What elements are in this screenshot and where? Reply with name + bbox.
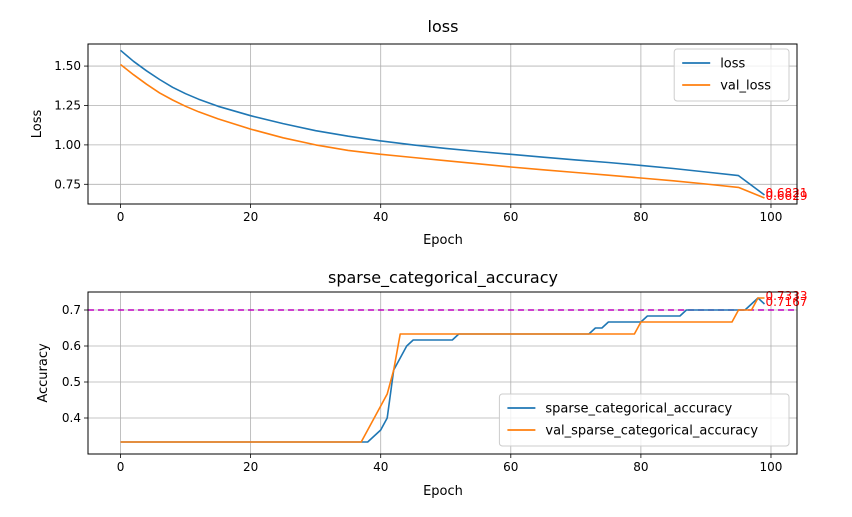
loss-legend-box [673, 48, 790, 102]
loss-x-tick-label: 60 [503, 210, 518, 224]
loss-y-tick-label: 1.25 [54, 98, 81, 112]
accuracy-legend-box [498, 393, 790, 447]
accuracy-x-axis-label: Epoch [423, 484, 463, 499]
loss-axes-frame [87, 43, 798, 205]
accuracy-legend-label: sparse_categorical_accuracy [545, 402, 732, 417]
accuracy-y-tick-label: 0.6 [62, 339, 81, 353]
loss-y-axis-label: Loss [30, 110, 45, 139]
loss-x-ticks: 0 20 40 60 80 100 [117, 204, 783, 224]
loss-y-tick-label: 1.50 [54, 59, 81, 73]
accuracy-x-tick-label: 100 [760, 460, 783, 474]
loss-y-tick-label: 0.75 [54, 177, 81, 191]
loss-chart-title: loss [428, 17, 459, 36]
accuracy-x-tick-label: 20 [243, 460, 258, 474]
loss-legend-label: loss [720, 57, 745, 72]
loss-x-tick-label: 0 [117, 210, 125, 224]
loss-y-ticks: 0.75 1.00 1.25 1.50 [54, 59, 88, 191]
loss-series-layer [119, 49, 765, 199]
loss-series-line-val-loss [120, 63, 765, 199]
accuracy-x-tick-label: 80 [633, 460, 648, 474]
accuracy-y-tick-label: 0.7 [62, 303, 81, 317]
loss-legend-label: val_loss [720, 79, 771, 94]
loss-final-value-label: 0.6629 [765, 189, 807, 203]
accuracy-y-axis-label: Accuracy [36, 343, 51, 403]
accuracy-subplot: sparse_categorical_accuracy 0.73330.7167… [36, 268, 807, 499]
accuracy-x-tick-label: 0 [117, 460, 125, 474]
accuracy-x-ticks: 0 20 40 60 80 100 [117, 454, 783, 474]
loss-y-tick-label: 1.00 [54, 138, 81, 152]
accuracy-y-tick-label: 0.5 [62, 375, 81, 389]
accuracy-x-tick-label: 40 [373, 460, 388, 474]
accuracy-x-tick-label: 60 [503, 460, 518, 474]
accuracy-series-line-val-sparse-categorical-accuracy [120, 297, 765, 443]
accuracy-axes-frame [87, 291, 798, 455]
loss-x-tick-label: 20 [243, 210, 258, 224]
accuracy-final-value-label: 0.7167 [765, 295, 807, 309]
accuracy-y-ticks: 0.4 0.5 0.6 0.7 [62, 303, 88, 425]
loss-x-tick-label: 40 [373, 210, 388, 224]
loss-x-axis-label: Epoch [423, 233, 463, 248]
loss-grid [88, 44, 797, 204]
loss-x-tick-label: 100 [760, 210, 783, 224]
accuracy-legend-label: val_sparse_categorical_accuracy [545, 424, 758, 439]
loss-legend: loss val_loss [673, 48, 790, 102]
loss-x-tick-label: 80 [633, 210, 648, 224]
accuracy-y-tick-label: 0.4 [62, 411, 81, 425]
accuracy-series-layer [120, 297, 766, 443]
loss-series-line-loss [119, 49, 765, 196]
accuracy-chart-title: sparse_categorical_accuracy [328, 268, 558, 288]
accuracy-legend: sparse_categorical_accuracy val_sparse_ca… [498, 393, 790, 447]
